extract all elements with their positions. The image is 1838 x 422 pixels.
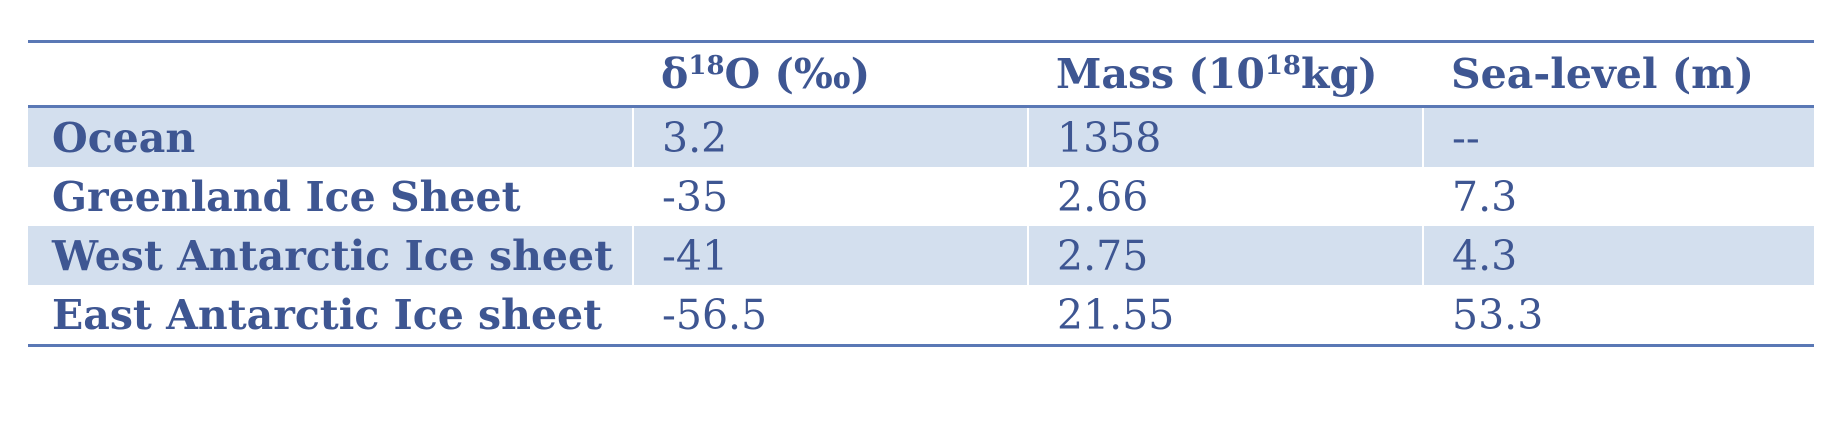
cell-d18o: -41 <box>632 226 1028 285</box>
cell-d18o: -56.5 <box>632 285 1028 347</box>
header-sea-level: Sea-level (m) <box>1423 43 1814 108</box>
row-label: East Antarctic Ice sheet <box>28 285 633 347</box>
cell-d18o: 3.2 <box>632 106 1028 167</box>
cell-sea-level: 53.3 <box>1422 285 1814 347</box>
table-header-row: δ18O (‰) Mass (1018kg) Sea-level (m) <box>28 43 1814 108</box>
data-table: δ18O (‰) Mass (1018kg) Sea-level (m) Oce… <box>28 40 1814 347</box>
row-label: West Antarctic Ice sheet <box>28 226 633 285</box>
table-row: Ocean 3.2 1358 -- <box>28 106 1814 167</box>
cell-d18o: -35 <box>632 167 1028 226</box>
header-mass: Mass (1018kg) <box>1028 43 1423 108</box>
cell-sea-level: 4.3 <box>1422 226 1814 285</box>
cell-mass: 21.55 <box>1027 285 1423 347</box>
header-d18o: δ18O (‰) <box>633 43 1028 108</box>
cell-mass: 2.66 <box>1027 167 1423 226</box>
cell-sea-level: -- <box>1422 106 1814 167</box>
cell-mass: 2.75 <box>1027 226 1423 285</box>
cell-mass: 1358 <box>1027 106 1423 167</box>
header-empty <box>28 43 633 108</box>
row-label: Ocean <box>28 106 633 167</box>
table-row: West Antarctic Ice sheet -41 2.75 4.3 <box>28 226 1814 285</box>
cell-sea-level: 7.3 <box>1422 167 1814 226</box>
table-row: Greenland Ice Sheet -35 2.66 7.3 <box>28 167 1814 226</box>
table-row: East Antarctic Ice sheet -56.5 21.55 53.… <box>28 285 1814 347</box>
row-label: Greenland Ice Sheet <box>52 172 521 221</box>
table-top-rule <box>28 40 1814 44</box>
